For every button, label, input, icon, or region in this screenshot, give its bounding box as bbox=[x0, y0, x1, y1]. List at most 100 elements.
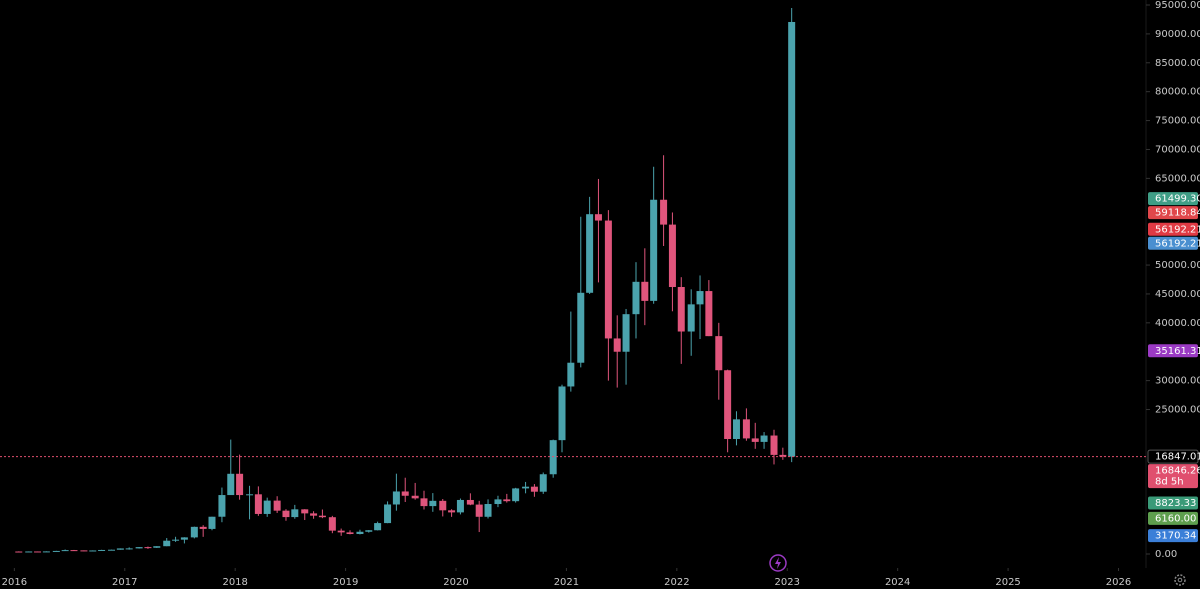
icon-bolt bbox=[775, 557, 781, 569]
candle-body bbox=[466, 499, 474, 505]
candle-body bbox=[522, 486, 530, 489]
price-badge-label: 35161.31 bbox=[1155, 346, 1200, 357]
candle-body bbox=[732, 419, 740, 439]
candle-body bbox=[494, 499, 502, 505]
x-tick-label: 2019 bbox=[333, 577, 358, 588]
x-tick-label: 2023 bbox=[775, 577, 800, 588]
candle-body bbox=[356, 531, 364, 535]
price-badge bbox=[1148, 192, 1198, 206]
candle-body bbox=[539, 474, 547, 492]
candle-body bbox=[144, 547, 152, 549]
candle-body bbox=[263, 500, 271, 514]
candle-body bbox=[392, 491, 400, 505]
y-tick-label: 75000.00 bbox=[1155, 116, 1200, 127]
candle-body bbox=[567, 362, 575, 387]
candle-body bbox=[650, 199, 658, 301]
candle-body bbox=[687, 304, 695, 332]
candle-body bbox=[484, 504, 492, 517]
candle-body bbox=[724, 370, 732, 439]
x-tick-label: 2024 bbox=[885, 577, 910, 588]
candles bbox=[15, 8, 796, 553]
candle-body bbox=[448, 510, 456, 513]
x-tick-label: 2026 bbox=[1106, 577, 1131, 588]
candle-body bbox=[42, 551, 50, 553]
x-tick-label: 2017 bbox=[112, 577, 137, 588]
candle-body bbox=[594, 214, 602, 221]
candle-body bbox=[411, 495, 419, 499]
candle-body bbox=[180, 537, 188, 540]
candle-body bbox=[153, 546, 161, 548]
candle-body bbox=[318, 515, 326, 518]
candle-body bbox=[273, 500, 281, 511]
candle-body bbox=[190, 526, 198, 538]
price-badge-label: 59118.84 bbox=[1155, 208, 1200, 219]
y-tick-label: 0.00 bbox=[1155, 549, 1177, 560]
replay-icon[interactable] bbox=[769, 554, 787, 572]
x-tick-label: 2025 bbox=[995, 577, 1020, 588]
candle-body bbox=[61, 550, 69, 552]
candle-body bbox=[218, 495, 226, 517]
candle-body bbox=[337, 530, 345, 533]
candle-body bbox=[125, 548, 133, 550]
candle-body bbox=[475, 504, 483, 517]
candle-body bbox=[34, 551, 42, 553]
candle-body bbox=[503, 499, 511, 502]
candle-body bbox=[208, 516, 216, 529]
candle-body bbox=[770, 435, 778, 455]
candle-body bbox=[346, 532, 354, 535]
candle-body bbox=[25, 551, 33, 553]
price-badge-label: 3170.34 bbox=[1155, 531, 1196, 542]
candle-body bbox=[374, 523, 382, 531]
y-tick-label: 45000.00 bbox=[1155, 289, 1200, 300]
price-badge bbox=[1148, 529, 1198, 543]
candle-body bbox=[301, 509, 309, 514]
countdown-label: 8d 5h bbox=[1155, 477, 1184, 488]
candle-body bbox=[429, 500, 437, 507]
candle-body bbox=[236, 473, 244, 496]
candle-body bbox=[401, 491, 409, 496]
candle-body bbox=[98, 549, 106, 551]
candle-body bbox=[365, 530, 373, 532]
x-tick-label: 2018 bbox=[222, 577, 247, 588]
gear bbox=[1174, 574, 1186, 586]
candle-body bbox=[89, 550, 97, 552]
y-tick-label: 85000.00 bbox=[1155, 58, 1200, 69]
x-tick-label: 2016 bbox=[2, 577, 27, 588]
candle-body bbox=[549, 440, 557, 475]
candle-body bbox=[677, 287, 685, 332]
price-badge bbox=[1148, 511, 1198, 525]
y-tick-label: 40000.00 bbox=[1155, 318, 1200, 329]
candle-body bbox=[70, 550, 78, 552]
candle-body bbox=[310, 513, 318, 516]
price-badge bbox=[1148, 222, 1198, 236]
candle-body bbox=[586, 214, 594, 293]
candle-body bbox=[705, 291, 713, 337]
price-badge bbox=[1148, 464, 1198, 489]
candle-body bbox=[742, 419, 750, 439]
price-badge-label: 16847.01 bbox=[1155, 452, 1200, 463]
price-badge bbox=[1148, 206, 1198, 220]
candle-body bbox=[52, 550, 60, 552]
candle-body bbox=[622, 314, 630, 352]
candle-body bbox=[172, 539, 180, 541]
candle-body bbox=[696, 291, 704, 305]
settings-icon[interactable] bbox=[1174, 574, 1186, 586]
x-tick-label: 2020 bbox=[443, 577, 468, 588]
candle-body bbox=[328, 517, 336, 531]
price-badge bbox=[1148, 496, 1198, 510]
x-tick-label: 2022 bbox=[664, 577, 689, 588]
candle-body bbox=[604, 220, 612, 339]
price-badge bbox=[1147, 449, 1199, 464]
candle-body bbox=[116, 548, 124, 550]
price-badge bbox=[1148, 236, 1198, 250]
candle-body bbox=[420, 498, 428, 507]
candle-body bbox=[254, 494, 262, 514]
price-badge-label: 56192.21 bbox=[1155, 224, 1200, 235]
price-badge-label: 56192.21 bbox=[1155, 238, 1200, 249]
candle-body bbox=[108, 549, 116, 551]
price-badge-label: 6160.00 bbox=[1155, 513, 1196, 524]
y-tick-label: 90000.00 bbox=[1155, 29, 1200, 40]
candle-body bbox=[199, 526, 207, 529]
